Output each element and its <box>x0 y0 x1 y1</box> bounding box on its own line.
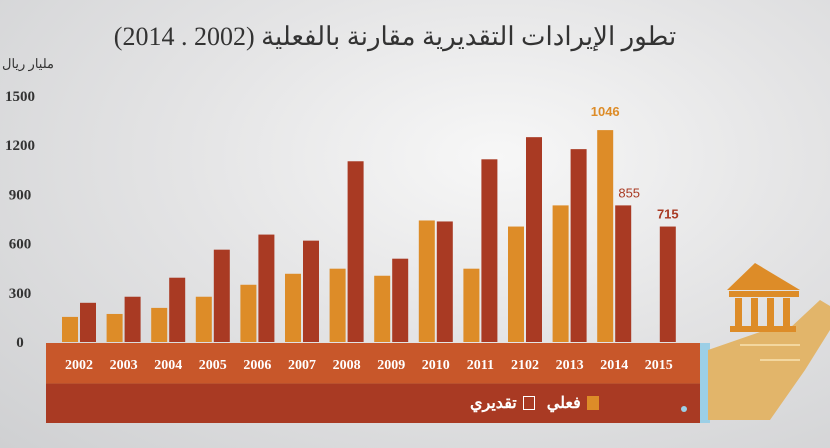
bar-2007-estimated <box>303 240 319 342</box>
bar-2013-estimated <box>570 149 587 342</box>
bar-2014-actual <box>597 130 614 342</box>
bar-2011-actual <box>463 268 480 342</box>
bar-2006-estimated <box>258 234 275 342</box>
x-tick-label: 2102 <box>511 358 539 373</box>
bar-2010-actual <box>418 220 435 342</box>
bar-2011-estimated <box>481 159 498 342</box>
data-label: 1046 <box>591 104 620 119</box>
x-tick-label: 2015 <box>645 358 673 373</box>
bar-2009-estimated <box>392 258 409 342</box>
bar-2005-actual <box>195 296 212 342</box>
legend-swatch-actual <box>586 396 599 410</box>
bar-2004-estimated <box>169 277 186 342</box>
x-tick-label: 2003 <box>110 358 138 373</box>
bar-2008-estimated <box>347 161 364 342</box>
y-tick-label: 300 <box>9 286 32 302</box>
legend-label-actual: فعلي <box>546 395 581 412</box>
x-tick-label: 2008 <box>333 358 361 373</box>
bar-2006-actual <box>240 284 257 342</box>
bar-2002-actual <box>62 316 78 342</box>
bar-2010-estimated <box>436 221 453 342</box>
bar-2002-estimated <box>80 302 96 342</box>
chart-title: تطور الإيرادات التقديرية مقارنة بالفعلية… <box>113 22 677 51</box>
x-tick-label: 2010 <box>422 358 450 373</box>
y-tick-label: 600 <box>9 237 32 253</box>
data-label: 855 <box>618 185 640 200</box>
data-label: 715 <box>657 207 679 222</box>
x-tick-label: 2007 <box>288 358 316 373</box>
bar-2008-actual <box>329 268 346 342</box>
bar-2003-actual <box>106 313 123 342</box>
y-tick-label: 0 <box>16 335 24 351</box>
bar-2004-actual <box>151 307 168 342</box>
bar-2102-actual <box>508 226 524 342</box>
x-tick-label: 2005 <box>199 358 227 373</box>
legend-label-estimated: تقديري <box>470 395 517 412</box>
x-tick-label: 2011 <box>467 358 494 373</box>
bar-2013-actual <box>552 205 569 342</box>
bar-2015-estimated <box>659 226 676 342</box>
y-tick-label: 900 <box>9 187 32 203</box>
x-tick-label: 2006 <box>243 358 271 373</box>
x-tick-label: 2004 <box>154 358 182 373</box>
bar-2102-estimated <box>526 137 542 342</box>
x-tick-label: 2009 <box>377 358 405 373</box>
x-tick-label: 2013 <box>556 358 584 373</box>
y-tick-label: 1200 <box>5 138 35 154</box>
y-tick-label: 1500 <box>5 89 35 105</box>
y-axis-label: مليار ريال <box>2 56 54 71</box>
bar-2014-estimated <box>615 205 632 342</box>
x-tick-label: 2002 <box>65 358 93 373</box>
bar-2009-actual <box>374 275 391 342</box>
bar-2005-estimated <box>213 249 230 342</box>
legend-swatch-estimated <box>522 396 535 410</box>
bar-2007-actual <box>285 273 301 342</box>
hand-holding-bank-icon <box>700 263 830 423</box>
legend: فعلي تقديري <box>470 393 599 413</box>
bar-2003-estimated <box>124 296 141 342</box>
decorative-dot <box>681 406 687 412</box>
x-axis-band <box>46 343 706 383</box>
x-tick-label: 2014 <box>600 358 628 373</box>
